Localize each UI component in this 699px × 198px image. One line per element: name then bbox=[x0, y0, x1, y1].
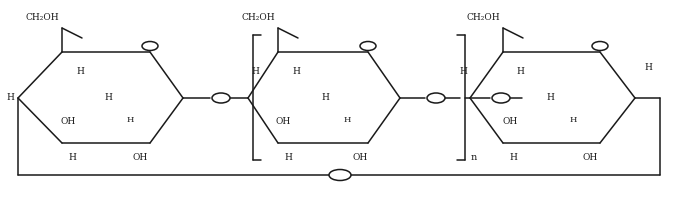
Text: H: H bbox=[127, 116, 134, 124]
Ellipse shape bbox=[142, 42, 158, 50]
Text: CH₂OH: CH₂OH bbox=[25, 13, 59, 23]
Text: OH: OH bbox=[582, 153, 598, 163]
Text: H: H bbox=[509, 153, 517, 163]
Text: H: H bbox=[516, 68, 524, 76]
Text: H: H bbox=[644, 64, 652, 72]
Text: H: H bbox=[459, 68, 467, 76]
Text: H: H bbox=[104, 93, 112, 103]
Text: CH₂OH: CH₂OH bbox=[241, 13, 275, 23]
Text: OH: OH bbox=[503, 117, 518, 127]
Text: OH: OH bbox=[60, 117, 75, 127]
Text: H: H bbox=[6, 93, 14, 103]
Text: H: H bbox=[68, 153, 76, 163]
Text: CH₂OH: CH₂OH bbox=[466, 13, 500, 23]
Text: H: H bbox=[321, 93, 329, 103]
Text: H: H bbox=[251, 68, 259, 76]
Text: H: H bbox=[569, 116, 577, 124]
Text: H: H bbox=[343, 116, 351, 124]
Text: H: H bbox=[546, 93, 554, 103]
Text: OH: OH bbox=[352, 153, 368, 163]
Text: H: H bbox=[284, 153, 292, 163]
Ellipse shape bbox=[592, 42, 608, 50]
Text: OH: OH bbox=[275, 117, 291, 127]
Text: H: H bbox=[292, 68, 300, 76]
Ellipse shape bbox=[212, 93, 230, 103]
Text: H: H bbox=[76, 68, 84, 76]
Text: OH: OH bbox=[132, 153, 147, 163]
Ellipse shape bbox=[427, 93, 445, 103]
Ellipse shape bbox=[329, 169, 351, 181]
Ellipse shape bbox=[360, 42, 376, 50]
Text: n: n bbox=[471, 152, 477, 162]
Ellipse shape bbox=[492, 93, 510, 103]
